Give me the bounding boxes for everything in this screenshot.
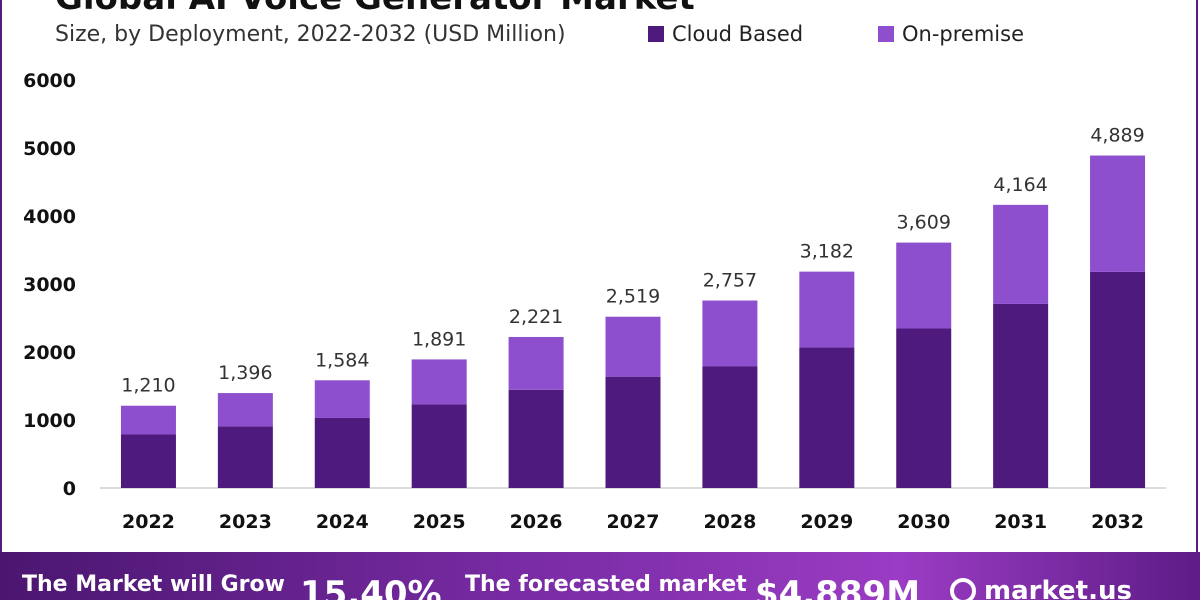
bar-on-premise [993, 204, 1049, 304]
x-tick-label: 2024 [316, 511, 369, 533]
bar-total-label: 2,757 [703, 270, 757, 292]
bar-total-label: 2,221 [509, 306, 563, 328]
x-tick-label: 2022 [122, 511, 175, 533]
legend-label-onpremise: On-premise [902, 22, 1024, 46]
brand-icon [950, 578, 976, 604]
bar-cloud-based [411, 404, 467, 488]
x-tick-label: 2027 [607, 511, 660, 533]
y-tick-label: 4000 [23, 206, 76, 228]
bar-cloud-based [508, 389, 564, 488]
bar-total-label: 1,891 [412, 328, 466, 350]
footer-cagr: 15.40% [300, 574, 442, 614]
x-tick-label: 2025 [413, 511, 466, 533]
bar-on-premise [217, 393, 273, 427]
bar-total-label: 1,584 [315, 349, 369, 371]
bar-on-premise [605, 316, 661, 377]
legend-item-cloud: Cloud Based [648, 22, 803, 46]
footer-forecast-value: $4,889M [755, 574, 921, 614]
x-tick-label: 2028 [703, 511, 756, 533]
bar-cloud-based [217, 426, 273, 488]
bar-total-label: 4,889 [1090, 125, 1144, 147]
bar-total-label: 1,396 [218, 362, 272, 384]
x-tick-label: 2023 [219, 511, 272, 533]
footer-banner: The Market will Grow 15.40% The forecast… [0, 552, 1200, 614]
legend-swatch-cloud [648, 26, 664, 42]
bar-on-premise [314, 380, 370, 418]
x-tick-label: 2029 [800, 511, 853, 533]
bar-cloud-based [1090, 271, 1146, 488]
x-tick-label: 2030 [897, 511, 950, 533]
footer-grow-text: The Market will Grow [22, 572, 285, 597]
bar-on-premise [508, 336, 564, 390]
bar-cloud-based [799, 347, 855, 488]
bar-on-premise [411, 359, 467, 405]
y-tick-label: 5000 [23, 138, 76, 160]
y-tick-label: 1000 [23, 410, 76, 432]
bar-total-label: 3,609 [897, 212, 951, 234]
bar-cloud-based [993, 303, 1049, 488]
bar-cloud-based [120, 434, 176, 488]
bar-total-label: 2,519 [606, 286, 660, 308]
x-tick-label: 2032 [1091, 511, 1144, 533]
bar-cloud-based [605, 376, 661, 488]
bar-on-premise [799, 271, 855, 348]
bar-on-premise [1090, 155, 1146, 272]
chart-subtitle: Size, by Deployment, 2022-2032 (USD Mill… [55, 22, 566, 47]
bar-total-label: 1,210 [121, 375, 175, 397]
bar-chart: 0 1000 2000 3000 4000 5000 6000 1,210 2022 1,396 2… [23, 70, 1166, 533]
bar-on-premise [120, 405, 176, 435]
bar-cloud-based [314, 417, 370, 488]
bar-on-premise [702, 300, 758, 367]
chart-title: Global AI Voice Generator Market [55, 0, 695, 18]
legend-item-onpremise: On-premise [878, 22, 1024, 46]
bar-cloud-based [702, 366, 758, 488]
chart-frame [0, 0, 1198, 556]
y-tick-label: 0 [63, 478, 76, 500]
x-tick-label: 2026 [510, 511, 563, 533]
x-tick-label: 2031 [994, 511, 1047, 533]
legend-swatch-onpremise [878, 26, 894, 42]
y-tick-label: 6000 [23, 70, 76, 92]
bar-total-label: 3,182 [800, 241, 854, 263]
legend-label-cloud: Cloud Based [672, 22, 804, 46]
bar-cloud-based [896, 328, 952, 488]
bar-total-label: 4,164 [993, 174, 1047, 196]
bar-on-premise [896, 242, 952, 329]
brand-name: market.us [984, 576, 1132, 606]
y-tick-label: 3000 [23, 274, 76, 296]
footer-forecast-text: The forecasted market [465, 572, 747, 597]
y-tick-label: 2000 [23, 342, 76, 364]
brand-logo: market.us [950, 576, 1132, 606]
